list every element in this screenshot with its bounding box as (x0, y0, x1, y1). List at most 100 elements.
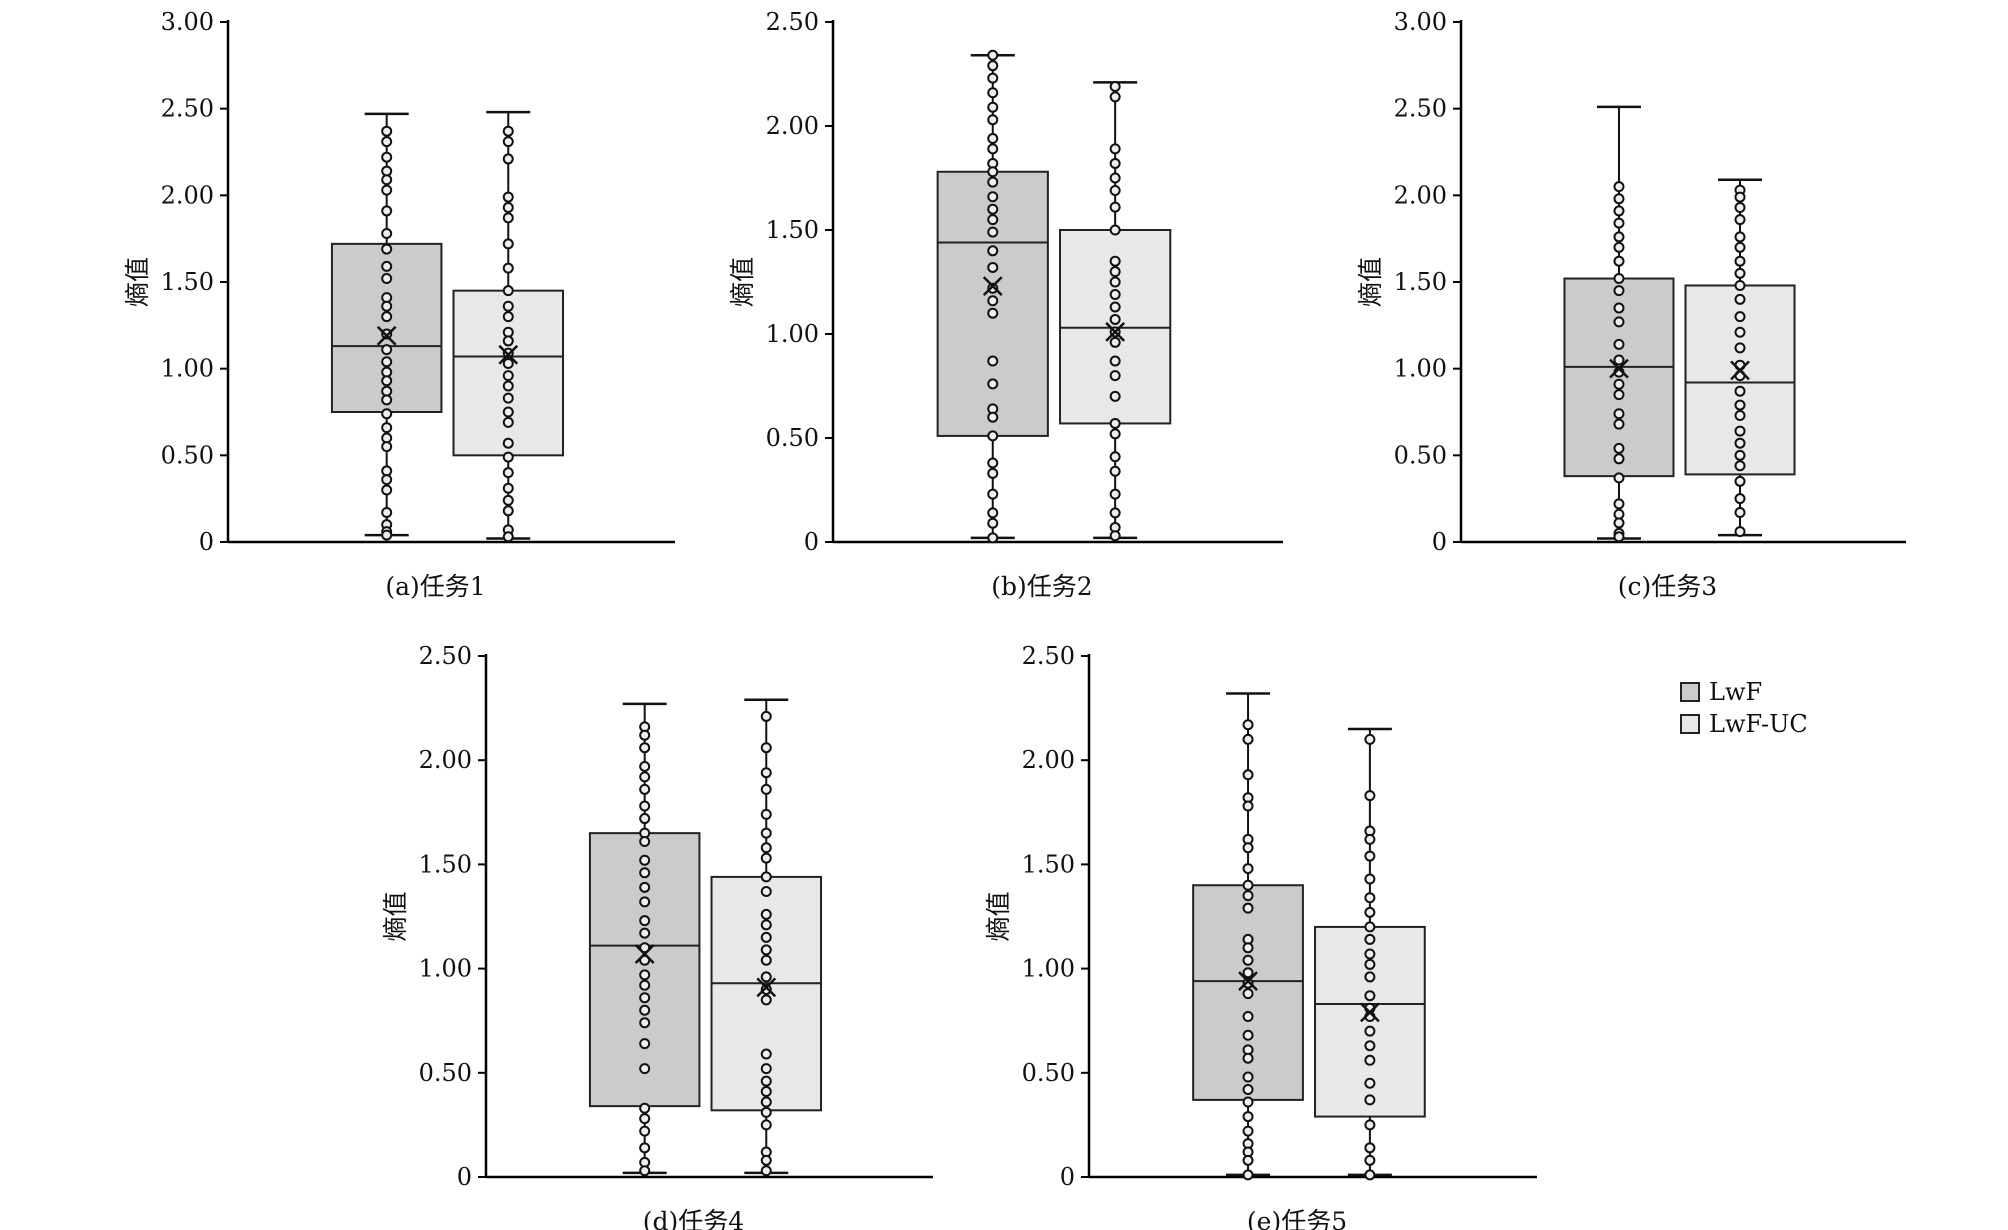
data-point (987, 49, 999, 61)
data-point (1734, 385, 1746, 397)
data-point (1734, 279, 1746, 291)
data-point (760, 1075, 772, 1087)
data-point (1613, 389, 1625, 401)
data-point (1734, 255, 1746, 267)
data-point (760, 852, 772, 864)
y-tick-label: 2.50 (419, 642, 472, 670)
data-point (381, 366, 393, 378)
data-point (1734, 201, 1746, 213)
data-point (1613, 255, 1625, 267)
data-point (1109, 143, 1121, 155)
data-point (1109, 276, 1121, 288)
data-point (1613, 338, 1625, 350)
subplot-caption: (c)任务3 (1618, 572, 1717, 601)
y-tick-label: 0.50 (419, 1059, 472, 1087)
data-point (1242, 879, 1254, 891)
data-point (639, 979, 651, 991)
data-point (987, 411, 999, 423)
data-point (1734, 460, 1746, 472)
data-point (987, 457, 999, 469)
data-point (1734, 425, 1746, 437)
box-lwf (936, 49, 1049, 544)
data-point (760, 971, 772, 983)
data-point (1734, 342, 1746, 354)
data-point (987, 214, 999, 226)
y-tick-label: 1.50 (1022, 850, 1075, 878)
y-tick-label: 0 (1060, 1163, 1075, 1191)
data-point (1364, 958, 1376, 970)
data-point (1364, 906, 1376, 918)
data-point (502, 451, 514, 463)
data-point (760, 871, 772, 883)
data-point (987, 507, 999, 519)
data-point (502, 380, 514, 392)
data-point (987, 467, 999, 479)
data-point (639, 1113, 651, 1125)
data-point (1734, 267, 1746, 279)
data-point (381, 125, 393, 137)
data-point (502, 416, 514, 428)
y-axis-label: 熵值 (381, 891, 410, 941)
y-tick-label: 1.00 (161, 355, 214, 383)
data-point (1109, 288, 1121, 300)
legend-swatch (1680, 714, 1700, 734)
y-tick-label: 0.50 (1022, 1059, 1075, 1087)
data-point (1364, 948, 1376, 960)
data-point (1364, 1094, 1376, 1106)
data-point (381, 184, 393, 196)
y-tick-label: 2.50 (1022, 642, 1075, 670)
data-point (381, 465, 393, 477)
subplot-caption: (e)任务5 (1247, 1207, 1347, 1230)
data-point (1109, 201, 1121, 213)
data-point (1109, 488, 1121, 500)
data-point (502, 201, 514, 213)
data-point (1613, 378, 1625, 390)
y-tick-label: 1.50 (1394, 268, 1447, 296)
data-point (1364, 833, 1376, 845)
box-lwf-uc (452, 110, 565, 543)
data-point (1109, 451, 1121, 463)
data-point (1109, 417, 1121, 429)
mean-marker (376, 325, 397, 346)
data-point (1734, 326, 1746, 338)
legend-label: LwF-UC (1709, 710, 1808, 738)
data-point (760, 1106, 772, 1118)
subplot-caption: (d)任务4 (643, 1207, 744, 1230)
data-point (987, 87, 999, 99)
data-point (1242, 769, 1254, 781)
data-point (1734, 214, 1746, 226)
box-lwf-uc (1314, 727, 1426, 1181)
data-point (987, 72, 999, 84)
data-point (1109, 428, 1121, 440)
data-point (760, 954, 772, 966)
data-point (1242, 1052, 1254, 1064)
data-point (1242, 1071, 1254, 1083)
y-tick-label: 0.50 (161, 441, 214, 469)
data-point (639, 1142, 651, 1154)
mean-marker (1238, 971, 1258, 991)
data-point (1364, 1142, 1376, 1154)
y-tick-label: 1.00 (1022, 955, 1075, 983)
data-point (987, 532, 999, 544)
data-point (760, 842, 772, 854)
mean-marker (1360, 1002, 1380, 1023)
data-point (1242, 863, 1254, 875)
subplot-e: 0 0.50 1.00 1.50 2.00 2.50 熵值 (e)任务5 (984, 642, 1537, 1230)
data-point (1242, 1096, 1254, 1108)
data-point (502, 482, 514, 494)
data-point (639, 1063, 651, 1075)
data-point (1364, 1169, 1376, 1181)
data-point (1242, 1125, 1254, 1137)
data-point (639, 927, 651, 939)
data-point (1364, 1040, 1376, 1052)
y-tick-label: 0 (457, 1163, 472, 1191)
data-point (987, 60, 999, 72)
data-point (987, 261, 999, 273)
data-point (502, 238, 514, 250)
data-point (1613, 442, 1625, 454)
data-point (1613, 508, 1625, 520)
y-tick-label: 1.50 (766, 216, 819, 244)
data-point (1109, 157, 1121, 169)
data-point (502, 406, 514, 418)
data-point (1613, 205, 1625, 217)
